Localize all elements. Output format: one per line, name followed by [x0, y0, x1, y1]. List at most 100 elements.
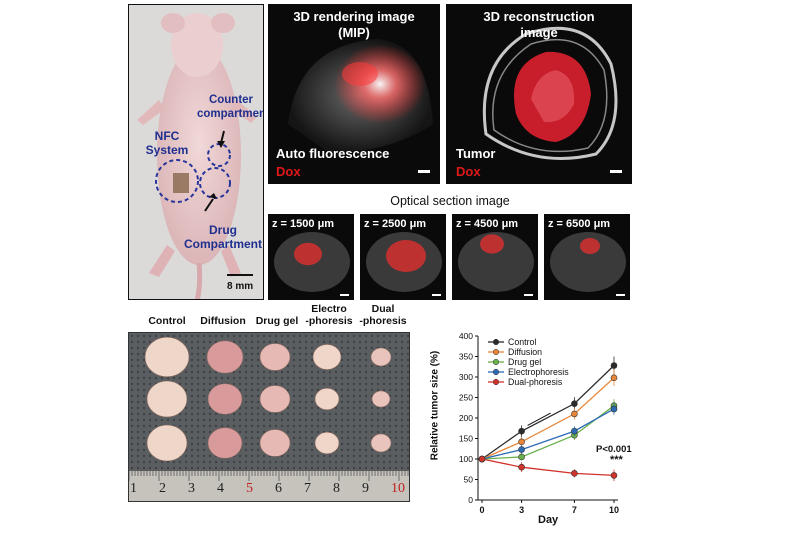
tumor-sample [259, 385, 291, 413]
optical-slice-label: z = 2500 μm [364, 218, 427, 230]
tumor-sample [371, 390, 391, 408]
reconstruction-panel: 3D reconstruction image Tumor Dox [446, 4, 632, 184]
rendering-image [288, 39, 433, 173]
optical-slice-1: z = 1500 μm [268, 214, 354, 300]
data-point [571, 400, 578, 407]
dox-label: Dox [276, 164, 301, 179]
ruler-number: 7 [304, 481, 311, 496]
condition-label: Dual -phoresis [359, 303, 407, 327]
ruler-number: 5 [246, 481, 253, 496]
optical-section-title: Optical section image [390, 194, 510, 208]
series-line-4 [481, 408, 615, 460]
legend-entry: Diffusion [508, 347, 542, 357]
legend-swatch [492, 358, 500, 366]
data-point [518, 453, 525, 461]
tumor-sample [370, 433, 392, 453]
ruler-number: 1 [130, 481, 137, 496]
tumor-sample [314, 387, 340, 411]
counter-compartment-label: Counter compartment [197, 94, 264, 120]
legend-swatch [492, 378, 500, 386]
optical-slice-2: z = 2500 μm [360, 214, 446, 300]
tumor-sample [144, 336, 190, 378]
series-line-5 [481, 458, 615, 477]
reconstruction-image [482, 26, 622, 173]
ruler-number: 9 [362, 481, 369, 496]
significance-stars: *** [610, 454, 623, 466]
y-tick-label: 250 [459, 393, 473, 403]
optical-slice-image [366, 232, 442, 296]
nfc-system-label: NFC System [145, 129, 189, 157]
data-point [610, 362, 618, 369]
tumor-sample [259, 343, 291, 371]
data-point [518, 463, 525, 471]
mouse-photo-panel: NFC System Counter compartment Drug Comp… [128, 4, 264, 300]
y-tick-label: 100 [459, 454, 473, 464]
data-point [571, 410, 578, 418]
mouse-image [129, 5, 263, 299]
y-tick-label: 50 [464, 475, 474, 485]
data-point [610, 374, 618, 382]
rendering-title: 3D rendering image (MIP) [293, 9, 415, 40]
mouse-scale-label: 8 mm [227, 281, 254, 292]
reconstruction-title: 3D reconstruction image [483, 9, 595, 40]
data-point [518, 446, 525, 453]
optical-slice-image [550, 232, 626, 296]
tumor-sample [259, 429, 291, 457]
data-point [571, 470, 578, 477]
tumor-label: Tumor [456, 146, 496, 161]
rendering-panel: 3D rendering image (MIP) Auto fluorescen… [268, 4, 440, 184]
ruler-number: 4 [217, 481, 224, 496]
condition-label: Drug gel [255, 315, 299, 327]
condition-label: Control [148, 315, 186, 327]
data-point [518, 438, 525, 446]
optical-slice-3: z = 4500 μm [452, 214, 538, 300]
legend-entry: Electrophoresis [508, 367, 569, 377]
y-tick-label: 400 [459, 331, 473, 341]
ruler-number: 2 [159, 481, 166, 496]
x-tick-label: 10 [609, 505, 619, 515]
legend-swatch [492, 338, 500, 346]
ruler-number: 8 [333, 481, 340, 496]
chart-ylabel: Relative tumor size (%) [429, 350, 441, 461]
tumor-sample [370, 347, 392, 367]
tumor-sample [207, 427, 243, 459]
data-point [518, 427, 525, 435]
data-point [610, 472, 618, 479]
drug-compartment-label: Drug Compartment [183, 223, 262, 251]
tumor-sample [207, 383, 243, 415]
optical-slice-image [274, 232, 350, 296]
optical-slice-image [458, 232, 534, 296]
y-tick-label: 150 [459, 434, 473, 444]
y-tick-label: 200 [459, 413, 473, 423]
dox-label-reconstruction: Dox [456, 164, 481, 179]
tumor-sample [314, 431, 340, 455]
legend-entry: Dual-phoresis [508, 377, 563, 387]
x-tick-label: 3 [519, 505, 524, 515]
series-line-2 [481, 377, 615, 460]
chart-xlabel: Day [538, 514, 559, 526]
tumor-photo-panel [128, 332, 410, 502]
ruler-number: 10 [391, 481, 405, 496]
data-point [610, 405, 618, 413]
tumor-sample [206, 340, 244, 374]
tumor-image [129, 333, 409, 501]
ruler-number: 3 [188, 481, 195, 496]
legend-entry: Control [508, 337, 536, 347]
tumor-sample [146, 424, 188, 462]
data-point [478, 455, 486, 463]
optical-slice-label: z = 1500 μm [272, 218, 335, 230]
optical-slice-4: z = 6500 μm [544, 214, 630, 300]
ruler-number: 6 [275, 481, 282, 496]
series-line-1 [481, 365, 615, 460]
tumor-sample [146, 380, 188, 418]
optical-slice-label: z = 6500 μm [548, 218, 611, 230]
legend-entry: Drug gel [508, 357, 541, 367]
tumor-sample [312, 344, 342, 370]
x-tick-label: 7 [572, 505, 577, 515]
y-tick-label: 300 [459, 372, 473, 382]
auto-fluorescence-label: Auto fluorescence [276, 146, 390, 161]
x-tick-label: 0 [479, 505, 484, 515]
legend-swatch [492, 348, 500, 356]
y-tick-label: 0 [468, 495, 473, 505]
p-value-annotation: P<0.001 [596, 444, 632, 455]
